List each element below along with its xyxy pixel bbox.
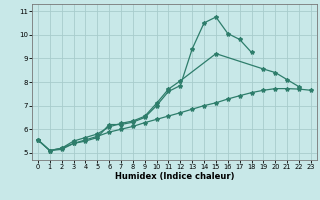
X-axis label: Humidex (Indice chaleur): Humidex (Indice chaleur) [115,172,234,181]
